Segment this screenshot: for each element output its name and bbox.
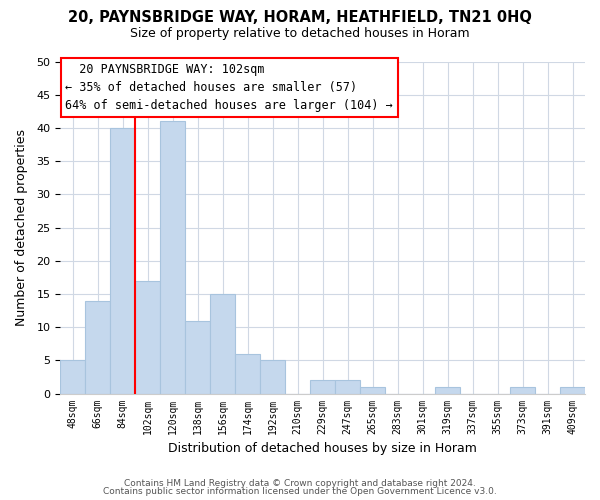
Bar: [260, 360, 285, 394]
Text: Size of property relative to detached houses in Horam: Size of property relative to detached ho…: [130, 28, 470, 40]
X-axis label: Distribution of detached houses by size in Horam: Distribution of detached houses by size …: [168, 442, 477, 455]
Bar: [210, 294, 235, 394]
Text: Contains HM Land Registry data © Crown copyright and database right 2024.: Contains HM Land Registry data © Crown c…: [124, 478, 476, 488]
Bar: [310, 380, 335, 394]
Y-axis label: Number of detached properties: Number of detached properties: [15, 129, 28, 326]
Bar: [235, 354, 260, 394]
Bar: [160, 122, 185, 394]
Bar: [185, 320, 210, 394]
Text: 20, PAYNSBRIDGE WAY, HORAM, HEATHFIELD, TN21 0HQ: 20, PAYNSBRIDGE WAY, HORAM, HEATHFIELD, …: [68, 10, 532, 25]
Bar: [335, 380, 360, 394]
Bar: [560, 387, 585, 394]
Bar: [510, 387, 535, 394]
Bar: [135, 280, 160, 394]
Text: Contains public sector information licensed under the Open Government Licence v3: Contains public sector information licen…: [103, 487, 497, 496]
Bar: [360, 387, 385, 394]
Bar: [110, 128, 135, 394]
Bar: [60, 360, 85, 394]
Bar: [85, 300, 110, 394]
Text: 20 PAYNSBRIDGE WAY: 102sqm  
← 35% of detached houses are smaller (57)
64% of se: 20 PAYNSBRIDGE WAY: 102sqm ← 35% of deta…: [65, 63, 393, 112]
Bar: [435, 387, 460, 394]
